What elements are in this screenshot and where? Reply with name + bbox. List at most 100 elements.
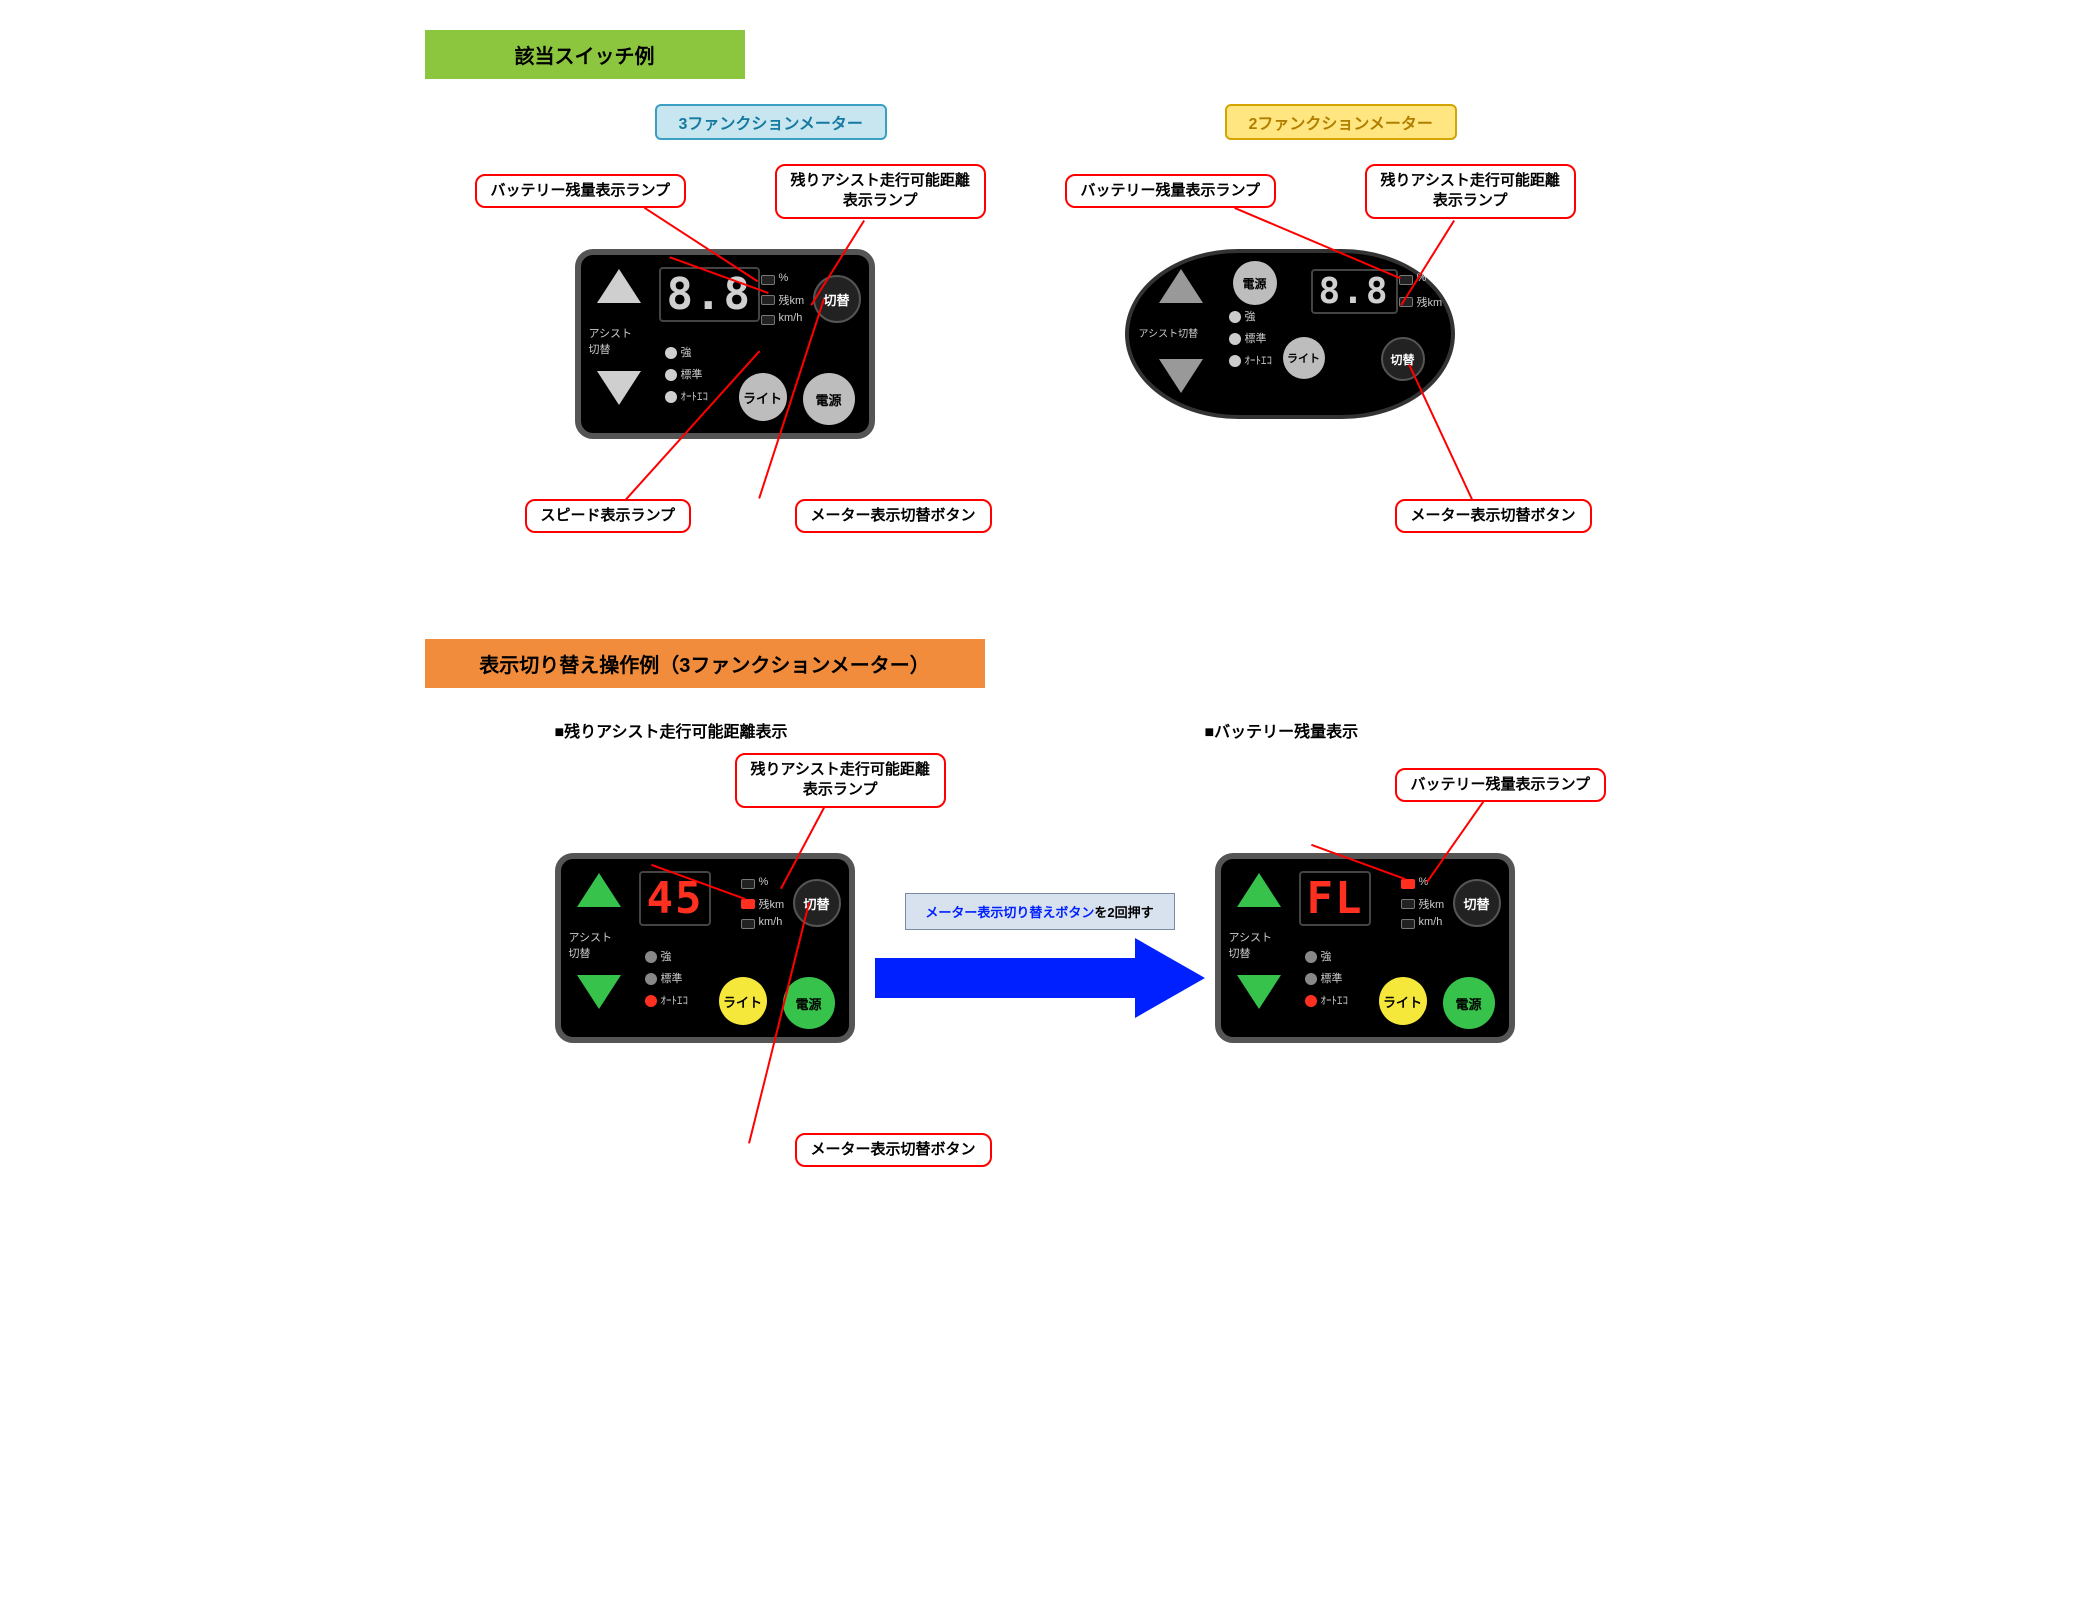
section-switching-example: 表示切り替え操作例（3ファンクションメーター） ■残りアシスト走行可能距離表示 … [425,639,1665,1248]
mode-dot-strong [1229,311,1241,323]
left-subtitle: ■残りアシスト走行可能距離表示 [555,718,788,742]
callout-remain-l2: 表示ランプ [1433,192,1508,209]
sub-header-2func: 2ファンクションメーター [1225,104,1457,140]
indicator-kmh [741,919,755,929]
assist-down-icon[interactable] [577,975,621,1009]
callout-remain-l2: 表示ランプ [803,781,878,798]
callout-speed-lamp: スピード表示ランプ [525,499,692,533]
indicator-km-label: 残km [759,896,785,912]
indicator-kmh [761,315,775,325]
indicator-km-label: 残km [1417,294,1443,310]
instruction-text: メーター表示切り替えボタンを2回押す [905,893,1175,930]
indicator-pct [761,275,775,285]
callout-switch-button-2: メーター表示切替ボタン [1395,499,1592,533]
indicator-pct [741,879,755,889]
callout-remain-l1: 残りアシスト走行可能距離 [791,172,970,189]
indicator-km-label: 残km [779,292,805,308]
right-subtitle: ■バッテリー残量表示 [1205,718,1359,742]
indicator-kmh-label: km/h [779,312,803,324]
light-button[interactable]: ライト [739,373,787,421]
mode-dot-strong [665,347,677,359]
mode-std-label: 標準 [661,970,683,986]
indicator-km-label: 残km [1419,896,1445,912]
mode-strong-label: 強 [681,344,692,360]
mode-dot-eco [1229,355,1241,367]
assist-down-icon[interactable] [597,371,641,405]
callout-battery-lamp-2: バッテリー残量表示ランプ [1065,174,1277,208]
indicator-kmh [1401,919,1415,929]
callout-remain-lamp-2: 残りアシスト走行可能距離 表示ランプ [1365,164,1576,219]
assist-label: アシスト 切替 [569,929,613,961]
switch-button[interactable]: 切替 [813,275,861,323]
assist-label: アシスト切替 [1139,325,1199,340]
assist-up-icon[interactable] [597,269,641,303]
light-button[interactable]: ライト [719,977,767,1025]
callout-remain-lamp-ex: 残りアシスト走行可能距離 表示ランプ [735,753,946,808]
instruction-blue: メーター表示切り替えボタン [925,905,1094,920]
mode-strong-label: 強 [661,948,672,964]
indicator-km [741,899,755,909]
section2-header: 表示切り替え操作例（3ファンクションメーター） [425,639,985,688]
mode-eco-label: ｵｰﾄｴｺ [1321,992,1349,1008]
mode-eco-label: ｵｰﾄｴｺ [1245,352,1273,368]
meter-example-left: アシスト 切替 45 % 残km km/h 強 標準 ｵｰﾄｴｺ 切替 ライト … [555,853,855,1043]
assist-label: アシスト 切替 [1229,929,1273,961]
callout-switch-button: メーター表示切替ボタン [795,499,992,533]
mode-dot-std [1305,973,1317,985]
callout-remain-l1: 残りアシスト走行可能距離 [1381,172,1560,189]
power-button[interactable]: 電源 [783,977,835,1029]
assist-label: アシスト 切替 [589,325,633,357]
power-button[interactable]: 電源 [803,373,855,425]
mode-eco-label: ｵｰﾄｴｺ [661,992,689,1008]
mode-dot-strong [645,951,657,963]
digit-display: 8.8 [1311,269,1398,314]
power-button[interactable]: 電源 [1233,261,1277,305]
callout-remain-lamp: 残りアシスト走行可能距離 表示ランプ [775,164,986,219]
mode-std-label: 標準 [681,366,703,382]
digit-display: 8.8 [659,267,760,322]
section1-header: 該当スイッチ例 [425,30,745,79]
callout-battery-lamp: バッテリー残量表示ランプ [475,174,687,208]
indicator-km [761,295,775,305]
switch-button[interactable]: 切替 [1453,879,1501,927]
assist-up-icon[interactable] [1237,873,1281,907]
mode-std-label: 標準 [1321,970,1343,986]
mode-dot-std [1229,333,1241,345]
callout-remain-l2: 表示ランプ [843,192,918,209]
digit-display: 45 [639,871,712,926]
mode-strong-label: 強 [1245,308,1256,324]
assist-up-icon[interactable] [577,873,621,907]
mode-dot-eco [645,995,657,1007]
mode-dot-std [645,973,657,985]
switch-button[interactable]: 切替 [793,879,841,927]
light-button[interactable]: ライト [1283,337,1325,379]
section-switch-examples: 該当スイッチ例 3ファンクションメーター 2ファンクションメーター アシスト 切… [425,30,1665,599]
assist-up-icon[interactable] [1159,269,1203,303]
mode-dot-eco [1305,995,1317,1007]
sub-header-3func: 3ファンクションメーター [655,104,887,140]
indicator-pct-label: % [779,272,789,284]
assist-down-icon[interactable] [1159,359,1203,393]
assist-down-icon[interactable] [1237,975,1281,1009]
mode-eco-label: ｵｰﾄｴｺ [681,388,709,404]
power-button[interactable]: 電源 [1443,977,1495,1029]
switch-button[interactable]: 切替 [1381,337,1425,381]
callout-battery-lamp-ex: バッテリー残量表示ランプ [1395,768,1607,802]
meter-example-right: アシスト 切替 FL % 残km km/h 強 標準 ｵｰﾄｴｺ 切替 ライト … [1215,853,1515,1043]
callout-switch-button-ex: メーター表示切替ボタン [795,1133,992,1167]
callout-remain-l1: 残りアシスト走行可能距離 [751,761,930,778]
indicator-kmh-label: km/h [1419,916,1443,928]
mode-strong-label: 強 [1321,948,1332,964]
meter-2function: アシスト切替 電源 強 標準 ｵｰﾄｴｺ ライト 8.8 % 残km 切替 [1125,249,1455,419]
leader-line [1408,364,1473,501]
instruction-rest: を2回押す [1094,905,1153,920]
light-button[interactable]: ライト [1379,977,1427,1025]
arrow-icon [875,938,1205,1018]
indicator-km [1401,899,1415,909]
indicator-pct-label: % [759,876,769,888]
mode-std-label: 標準 [1245,330,1267,346]
digit-display: FL [1299,871,1372,926]
mode-dot-strong [1305,951,1317,963]
mode-dot-std [665,369,677,381]
mode-dot-eco [665,391,677,403]
